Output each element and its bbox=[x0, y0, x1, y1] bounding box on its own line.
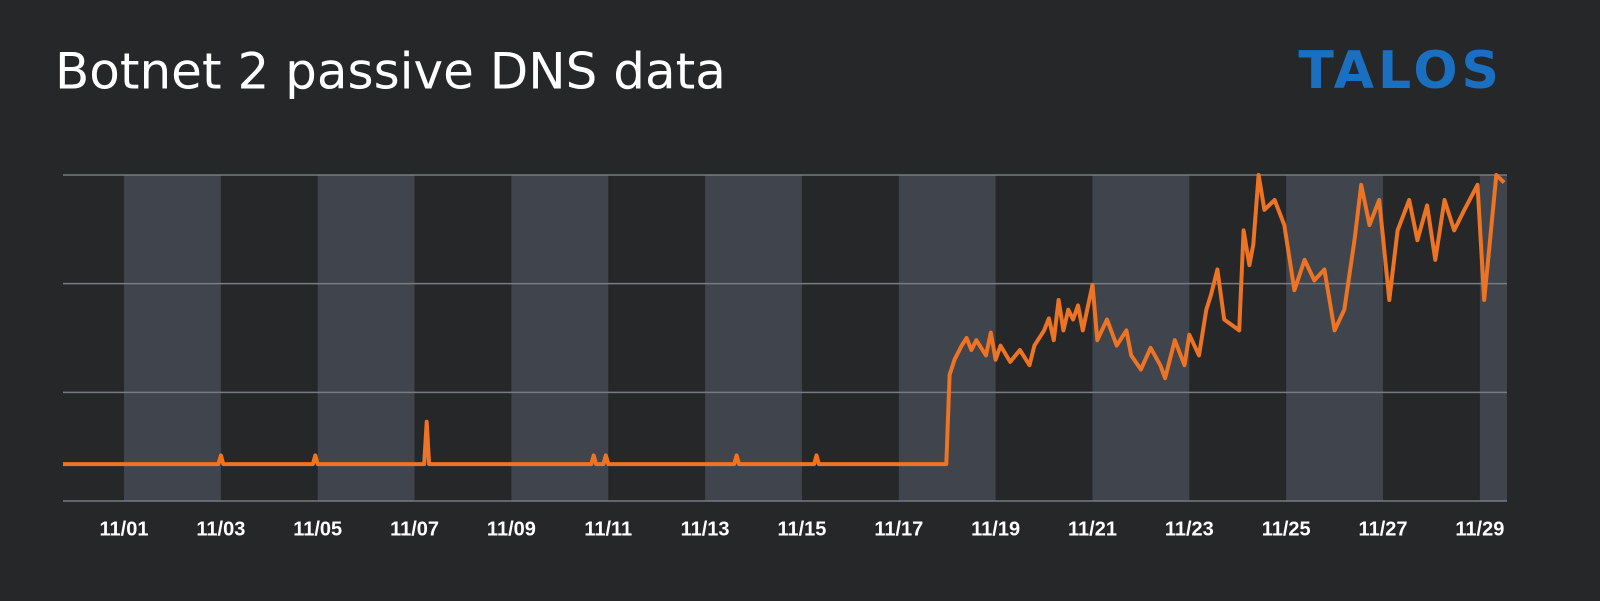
x-tick-label: 11/01 bbox=[100, 518, 149, 540]
x-tick-label: 11/05 bbox=[293, 518, 342, 540]
x-tick-label: 11/23 bbox=[1165, 518, 1214, 540]
x-tick-label: 11/25 bbox=[1262, 518, 1311, 540]
x-tick-label: 11/03 bbox=[196, 518, 245, 540]
x-tick-label: 11/13 bbox=[681, 518, 730, 540]
logo: TALOS bbox=[1298, 41, 1503, 101]
x-tick-label: 11/15 bbox=[777, 518, 826, 540]
day-stripe bbox=[1286, 175, 1384, 501]
day-stripe bbox=[511, 175, 609, 501]
x-tick-label: 11/29 bbox=[1455, 518, 1504, 540]
chart-title: Botnet 2 passive DNS data bbox=[55, 43, 726, 101]
x-tick-label: 11/19 bbox=[971, 518, 1020, 540]
x-tick-label: 11/07 bbox=[390, 518, 439, 540]
data-line bbox=[63, 173, 1506, 467]
x-tick-label: 11/17 bbox=[874, 518, 923, 540]
day-stripe bbox=[124, 175, 221, 501]
day-stripe bbox=[317, 175, 415, 501]
x-tick-label: 11/27 bbox=[1359, 518, 1408, 540]
x-tick-label: 11/09 bbox=[487, 518, 536, 540]
day-stripe bbox=[1479, 175, 1507, 501]
day-stripe bbox=[1092, 175, 1190, 501]
day-stripe bbox=[705, 175, 802, 501]
x-tick-label: 11/21 bbox=[1068, 518, 1117, 540]
x-tick-label: 11/11 bbox=[584, 518, 632, 540]
